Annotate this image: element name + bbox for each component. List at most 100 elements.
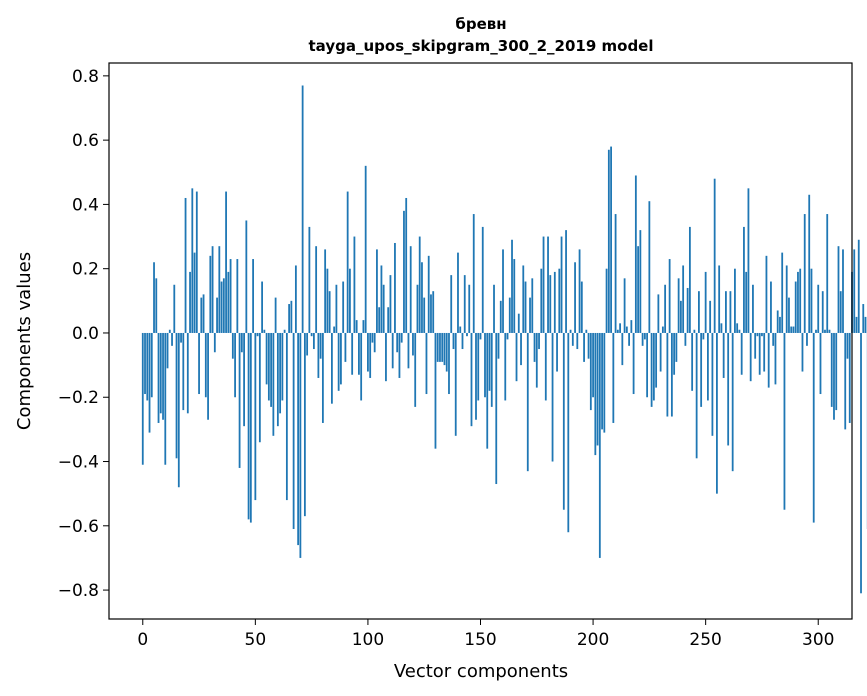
bar-299 <box>815 329 817 333</box>
bar-251 <box>707 332 709 401</box>
bar-20 <box>186 332 189 414</box>
bar-116 <box>403 210 405 333</box>
x-tick-label: 250 <box>689 630 721 650</box>
y-axis-label: Components values <box>14 252 35 430</box>
bar-178 <box>542 236 545 333</box>
bar-223 <box>643 332 646 340</box>
bar-204 <box>601 332 603 430</box>
bar-193 <box>576 332 579 350</box>
bar-85 <box>333 326 336 333</box>
bar-180 <box>547 236 549 333</box>
bar-227 <box>652 332 655 401</box>
bar-12 <box>168 329 171 333</box>
bar-241 <box>684 332 687 346</box>
bar-139 <box>454 332 457 436</box>
bar-271 <box>752 284 754 333</box>
bar-15 <box>175 332 178 459</box>
bar-287 <box>788 297 790 333</box>
bar-260 <box>727 332 730 446</box>
bar-43 <box>238 332 241 468</box>
bar-164 <box>511 239 513 333</box>
bar-309 <box>837 246 840 333</box>
bar-278 <box>767 332 770 388</box>
bar-36 <box>222 278 225 333</box>
bar-217 <box>630 320 633 333</box>
y-tick-label: 0.2 <box>72 260 99 280</box>
bar-58 <box>272 332 275 436</box>
chart-subtitle: tayga_upos_skipgram_300_2_2019 model <box>309 37 654 55</box>
bar-209 <box>612 332 615 423</box>
x-tick-label: 300 <box>802 630 834 650</box>
bar-84 <box>331 332 333 404</box>
bar-219 <box>634 175 637 333</box>
bar-29 <box>207 332 209 420</box>
bar-187 <box>562 332 565 510</box>
bar-201 <box>594 332 597 456</box>
bar-51 <box>256 332 259 337</box>
bar-321 <box>864 316 867 333</box>
bar-11 <box>166 332 169 369</box>
bar-222 <box>641 332 644 346</box>
bar-206 <box>605 268 608 333</box>
bar-311 <box>842 249 844 333</box>
x-tick-label: 200 <box>577 630 609 650</box>
bar-256 <box>718 265 721 333</box>
bar-184 <box>556 332 558 372</box>
bar-185 <box>558 268 561 333</box>
bar-153 <box>486 332 489 449</box>
bar-8 <box>159 332 162 414</box>
bar-25 <box>198 332 200 395</box>
bar-24 <box>195 191 198 333</box>
bar-279 <box>770 281 772 333</box>
bar-22 <box>191 188 194 333</box>
bar-95 <box>355 320 358 333</box>
bar-150 <box>479 332 482 340</box>
bar-197 <box>585 329 588 333</box>
bar-190 <box>569 329 572 333</box>
bar-89 <box>342 281 345 333</box>
bar-208 <box>610 146 612 333</box>
bar-42 <box>236 259 239 333</box>
bar-319 <box>860 332 862 594</box>
bar-99 <box>364 165 367 333</box>
bar-157 <box>495 332 498 485</box>
bar-152 <box>484 332 486 398</box>
bar-300 <box>817 284 820 333</box>
bar-73 <box>306 332 309 356</box>
bar-32 <box>213 332 216 353</box>
bar-5 <box>153 262 155 333</box>
bar-267 <box>743 226 745 333</box>
bar-239 <box>679 300 682 333</box>
bar-189 <box>567 332 570 533</box>
bar-1 <box>144 332 146 395</box>
bar-159 <box>499 300 502 333</box>
bar-305 <box>828 329 831 333</box>
bar-138 <box>452 332 455 350</box>
bar-130 <box>434 332 437 449</box>
bar-55 <box>265 332 268 385</box>
bar-304 <box>826 214 829 333</box>
bar-200 <box>592 332 594 398</box>
bar-318 <box>857 239 860 333</box>
bar-48 <box>249 332 252 523</box>
bar-47 <box>247 332 250 520</box>
bar-272 <box>754 332 757 359</box>
bar-230 <box>659 332 662 372</box>
bar-226 <box>650 332 653 407</box>
bar-13 <box>171 332 173 346</box>
bar-117 <box>405 197 408 333</box>
bar-26 <box>200 297 203 333</box>
bar-41 <box>234 332 236 398</box>
bar-92 <box>349 268 351 333</box>
bar-181 <box>549 275 552 333</box>
bar-121 <box>414 332 417 407</box>
bar-154 <box>488 332 491 391</box>
bar-56 <box>267 332 270 401</box>
y-tick-label: 0.8 <box>72 67 99 87</box>
bar-70 <box>299 332 302 558</box>
bar-80 <box>321 332 324 423</box>
bar-264 <box>736 323 739 333</box>
x-tick-label: 0 <box>137 630 148 650</box>
bar-146 <box>470 332 473 427</box>
